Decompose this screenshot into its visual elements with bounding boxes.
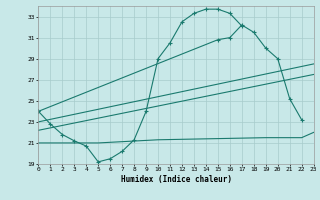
X-axis label: Humidex (Indice chaleur): Humidex (Indice chaleur)	[121, 175, 231, 184]
